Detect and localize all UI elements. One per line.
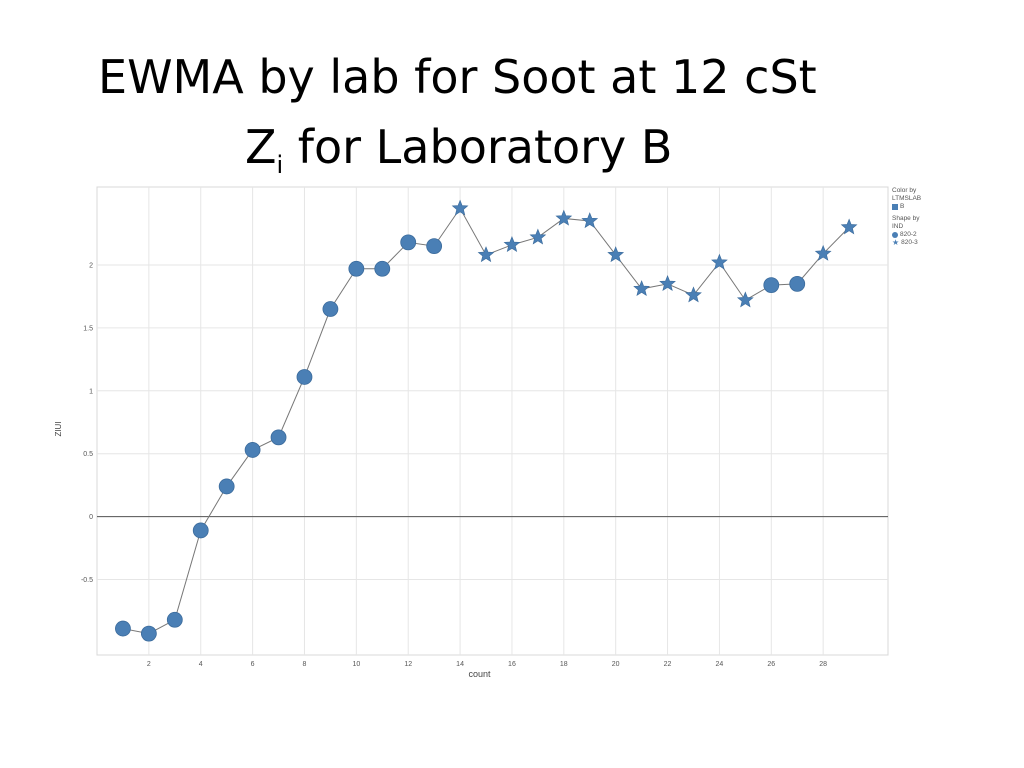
data-point-circle: [400, 234, 417, 251]
x-tick-label: 16: [508, 661, 516, 668]
x-tick-label: 10: [352, 661, 360, 668]
data-point-star: [814, 244, 832, 261]
circle-marker-icon: [892, 232, 898, 238]
chart-title: EWMA by lab for Soot at 12 cSt Zi for La…: [0, 48, 1024, 188]
x-axis-label: count: [468, 669, 491, 679]
data-point-star: [607, 246, 625, 263]
legend-color-label: B: [900, 203, 905, 210]
data-point-circle: [166, 611, 183, 628]
data-point-circle: [348, 260, 365, 277]
data-point-circle: [115, 620, 131, 637]
x-tick-label: 2: [147, 661, 151, 668]
y-tick-label: 0.5: [83, 451, 93, 458]
x-tick-label: 28: [819, 661, 827, 668]
title-z: Z: [245, 120, 277, 174]
data-point-star: [451, 199, 469, 216]
data-point-circle: [270, 429, 287, 446]
data-point-circle: [426, 238, 443, 255]
data-point-star: [555, 209, 573, 226]
x-tick-label: 26: [767, 661, 775, 668]
y-tick-label: 0: [89, 514, 93, 521]
x-tick-label: 8: [303, 661, 307, 668]
legend-shape-label-2: 820-3: [901, 239, 918, 246]
plot-frame: [96, 186, 889, 656]
y-tick-label: 2: [89, 263, 93, 270]
x-tick-label: 14: [456, 661, 464, 668]
data-point-star: [736, 291, 754, 308]
x-tick-label: 18: [560, 661, 568, 668]
data-point-star: [529, 228, 547, 245]
data-point-star: [685, 286, 702, 303]
data-point-circle: [789, 275, 806, 292]
x-tick-label: 22: [664, 661, 672, 668]
x-tick-label: 20: [612, 661, 620, 668]
y-axis-label: ZIUI: [54, 421, 63, 436]
x-tick-label: 4: [199, 661, 203, 668]
data-point-star: [659, 275, 676, 291]
title-subscript: i: [276, 151, 284, 179]
title-line-2: Zi for Laboratory B: [245, 118, 672, 194]
data-point-circle: [244, 442, 261, 458]
data-point-circle: [296, 369, 313, 385]
data-point-circle: [140, 625, 157, 642]
data-point-star: [633, 280, 651, 297]
data-point-star: [477, 246, 495, 263]
color-swatch-icon: [892, 204, 898, 210]
legend: Color by LTMSLAB B Shape by IND 820-2 ★ …: [892, 187, 952, 247]
legend-shape-item-star: ★ 820-3: [892, 239, 952, 247]
data-point-star: [503, 236, 521, 252]
title-rest: for Laboratory B: [283, 120, 673, 174]
x-tick-label: 12: [404, 661, 412, 668]
legend-color-heading-2: LTMSLAB: [892, 195, 922, 202]
data-point-circle: [218, 478, 235, 495]
data-point-star: [711, 253, 728, 270]
x-tick-label: 24: [716, 661, 724, 668]
title-line-1: EWMA by lab for Soot at 12 cSt: [98, 50, 817, 104]
y-tick-label: 1.5: [83, 325, 93, 332]
x-tick-label: 6: [251, 661, 255, 668]
legend-color-item: B: [892, 203, 952, 211]
legend-shape-item-circle: 820-2: [892, 231, 952, 239]
legend-shape-label-1: 820-2: [900, 231, 917, 238]
data-point-circle: [763, 277, 780, 294]
y-tick-label: -0.5: [81, 577, 93, 584]
data-point-star: [581, 212, 599, 229]
series-line: [122, 207, 850, 635]
y-tick-label: 1: [89, 388, 93, 395]
data-point-circle: [322, 301, 339, 317]
legend-shape-heading-2: IND: [892, 223, 904, 230]
data-point-circle: [374, 260, 391, 277]
star-marker-icon: ★: [892, 238, 900, 247]
legend-color-heading: Color by: [892, 187, 917, 194]
data-point-star: [840, 218, 858, 235]
legend-shape-heading: Shape by: [892, 215, 920, 222]
data-point-circle: [192, 522, 209, 539]
